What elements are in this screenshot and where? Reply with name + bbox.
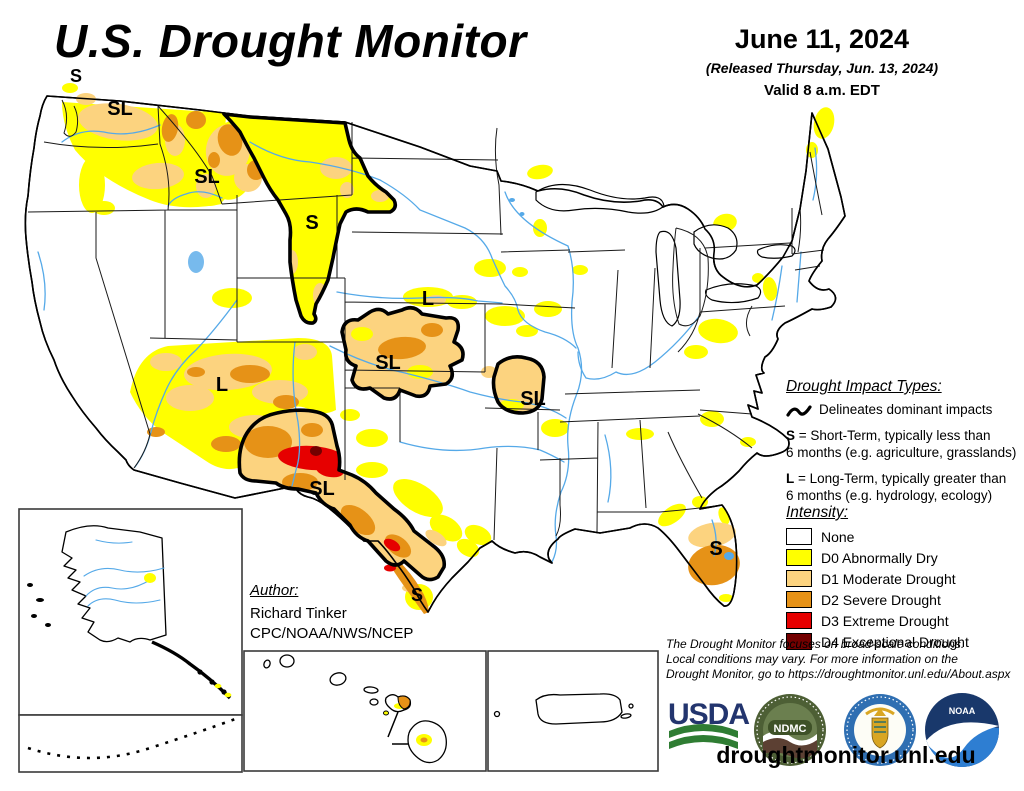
svg-text:NOAA: NOAA — [949, 706, 976, 716]
color-swatch — [786, 591, 812, 608]
map-label: SL — [520, 388, 546, 410]
delineates-label: Delineates dominant impacts — [819, 402, 993, 418]
delineation-curve-icon — [786, 405, 812, 417]
alaska-inset — [18, 508, 243, 773]
impact-region-newmexico-texas — [239, 410, 445, 580]
commerce-seal-icon — [844, 694, 916, 766]
legend-item-none: None — [786, 528, 1024, 545]
drought-areas-d2 — [147, 111, 740, 614]
color-swatch — [786, 612, 812, 629]
drought-areas-d0 — [62, 83, 835, 610]
svg-text:NDMC: NDMC — [774, 723, 807, 735]
legend-item-d0: D0 Abnormally Dry — [786, 549, 1024, 566]
noaa-logo: NOAA — [925, 693, 999, 767]
date-block: June 11, 2024 (Released Thursday, Jun. 1… — [672, 24, 972, 99]
legend-item-d1: D1 Moderate Drought — [786, 570, 1024, 587]
label-connector-lines — [387, 711, 408, 745]
legend-item-d2: D2 Severe Drought — [786, 591, 1024, 608]
short-term-definition: S = Short-Term, typically less than 6 mo… — [786, 428, 1017, 461]
author-name: Richard Tinker — [250, 604, 347, 622]
map-label: S — [411, 585, 423, 605]
intensity-legend: Intensity: None D0 Abnormally Dry D1 Mod… — [786, 504, 1024, 650]
map-impact-labels: S SL SL S L SL L SL SL S S S — [70, 66, 723, 753]
color-swatch — [786, 633, 812, 650]
map-label: S — [709, 538, 722, 560]
footer-url[interactable]: droughtmonitor.unl.edu — [716, 742, 976, 768]
map-label: SL — [107, 98, 133, 120]
author-heading: Author: — [250, 582, 299, 599]
map-label: SL — [309, 478, 335, 500]
puerto-rico-inset — [487, 650, 659, 772]
map-label: S — [70, 66, 82, 86]
legend-item-d3: D3 Extreme Drought — [786, 612, 1024, 629]
impact-legend-heading: Drought Impact Types: — [786, 378, 942, 395]
color-swatch — [786, 570, 812, 587]
color-swatch — [786, 549, 812, 566]
map-label: L — [216, 374, 228, 396]
color-swatch — [786, 528, 812, 545]
legend-item-d4: D4 Exceptional Drought — [786, 633, 1024, 650]
impact-types-legend: Drought Impact Types: Delineates dominan… — [786, 377, 1024, 505]
page-title: U.S. Drought Monitor — [54, 15, 527, 67]
hawaii-inset — [243, 650, 487, 772]
map-label: S — [305, 212, 318, 234]
ndmc-logo: NDMC — [754, 694, 826, 766]
map-label: SL — [194, 166, 220, 188]
partner-logos: USDA NDMC NOAA — [668, 693, 999, 767]
release-date: (Released Thursday, Jun. 13, 2024) — [705, 60, 939, 76]
map-label: L — [422, 288, 434, 310]
impact-region-kansas-oklahoma — [342, 307, 463, 399]
author-org: CPC/NOAA/NWS/NCEP — [250, 625, 414, 643]
map-label: SL — [375, 352, 401, 374]
author-block: Author: Richard Tinker CPC/NOAA/NWS/NCEP — [250, 581, 413, 645]
long-term-definition: L = Long-Term, typically greater than 6 … — [786, 471, 1007, 503]
usda-logo: USDA — [668, 698, 750, 749]
intensity-legend-heading: Intensity: — [786, 504, 849, 521]
map-date: June 11, 2024 — [734, 24, 910, 54]
valid-time: Valid 8 a.m. EDT — [764, 82, 880, 99]
disclaimer: The Drought Monitor focuses on broad-sca… — [666, 637, 1011, 682]
